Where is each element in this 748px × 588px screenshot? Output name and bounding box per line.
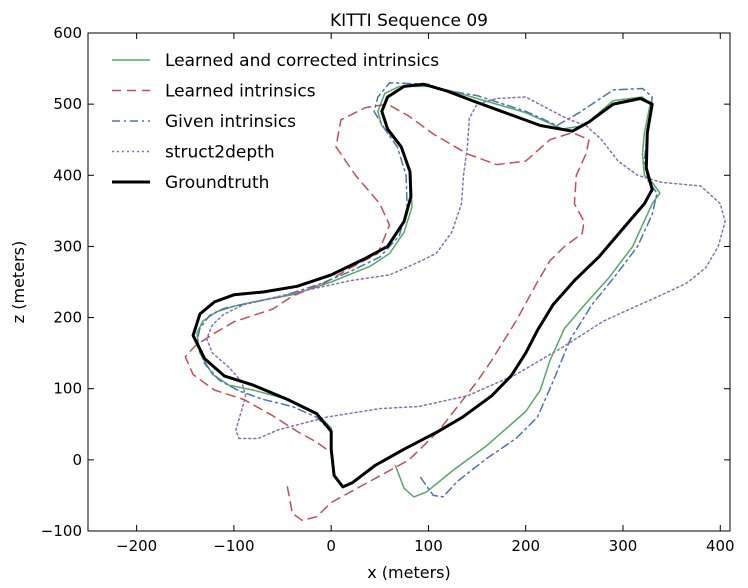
legend: Learned and corrected intrinsics Learned … [112,51,439,193]
y-tick-label: 100 [53,380,82,398]
x-axis-label: x (meters) [367,563,451,582]
ticks-layer: −200 −100 0 100 200 300 400 −100 0 100 200 300 400 50… [41,24,735,555]
x-tick-label: 300 [609,537,638,555]
legend-label: Groundtruth [165,173,269,193]
series-line-groundtruth [191,82,654,489]
y-axis-label: z (meters) [9,241,28,323]
x-tick-label: 200 [511,537,540,555]
x-tick-label: 400 [706,537,735,555]
x-tick-label: 100 [414,537,443,555]
series-line-learned-and-corrected-intrinsics [196,85,661,498]
x-tick-label: −200 [116,537,157,555]
y-tick-label: 0 [72,451,82,469]
x-tick-label: 0 [326,537,336,555]
y-tick-label: 200 [53,309,82,327]
y-tick-label: 500 [53,95,82,113]
plot-frame [87,32,731,532]
legend-label: Learned and corrected intrinsics [165,51,439,71]
x-tick-label: −100 [213,537,254,555]
y-tick-label: 400 [53,166,82,184]
y-tick-label: −100 [41,522,82,540]
series-line-struct2depth [205,96,726,440]
series-layer [184,82,726,522]
chart-title: KITTI Sequence 09 [330,11,488,31]
y-tick-label: 600 [53,24,82,42]
y-tick-label: 300 [53,237,82,255]
legend-label: Learned intrinsics [165,82,316,102]
series-line-learned-intrinsics [184,103,590,522]
legend-label: struct2depth [165,143,275,163]
legend-label: Given intrinsics [165,112,296,132]
